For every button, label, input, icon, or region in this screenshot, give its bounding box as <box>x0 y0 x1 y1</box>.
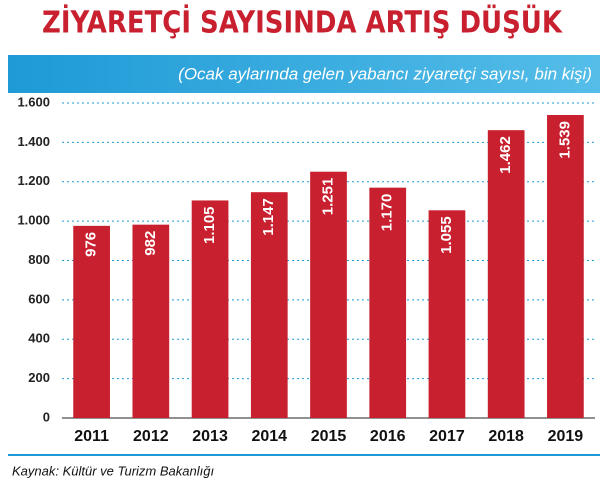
value-label: 1.251 <box>319 178 336 216</box>
chart-subtitle: (Ocak aylarında gelen yabancı ziyaretçi … <box>178 64 592 83</box>
bar <box>428 210 466 418</box>
value-label: 976 <box>83 232 100 257</box>
y-tick-label: 1.000 <box>17 213 50 228</box>
value-label: 1.170 <box>379 194 396 232</box>
x-tick-label: 2014 <box>251 428 287 445</box>
value-label: 1.147 <box>260 198 277 236</box>
y-tick-label: 1.600 <box>17 94 50 109</box>
source: Kaynak: Kültür ve Turizm Bakanlığı <box>12 463 214 478</box>
y-tick-label: 600 <box>28 291 50 306</box>
y-tick-label: 200 <box>28 370 50 385</box>
x-tick-label: 2011 <box>74 428 109 445</box>
x-tick-label: 2017 <box>429 428 465 445</box>
bar <box>73 225 110 418</box>
subtitle-banner <box>8 55 600 93</box>
x-tick-label: 2018 <box>488 428 524 445</box>
bar <box>250 192 288 418</box>
bar <box>487 130 525 418</box>
value-label: 1.462 <box>497 136 514 174</box>
value-label: 982 <box>142 231 159 256</box>
y-tick-label: 800 <box>28 252 50 267</box>
y-tick-label: 400 <box>28 331 50 346</box>
value-label: 1.055 <box>438 216 455 254</box>
value-label: 1.539 <box>556 121 573 159</box>
y-tick-label: 0 <box>43 409 50 424</box>
x-tick-label: 2015 <box>311 428 347 445</box>
bar <box>547 115 584 419</box>
x-tick-label: 2019 <box>548 428 584 445</box>
x-tick-label: 2016 <box>370 428 406 445</box>
y-tick-label: 1.200 <box>17 173 50 188</box>
y-tick-label: 1.400 <box>17 134 50 149</box>
x-tick-label: 2012 <box>133 428 169 445</box>
bar <box>310 171 347 418</box>
bar <box>369 187 407 418</box>
chart-title: ZİYARETÇİ SAYISINDA ARTIŞ DÜŞÜK <box>42 4 564 41</box>
x-tick-label: 2013 <box>192 428 228 445</box>
bar <box>132 224 170 418</box>
bar <box>191 200 229 418</box>
value-label: 1.105 <box>201 206 218 244</box>
